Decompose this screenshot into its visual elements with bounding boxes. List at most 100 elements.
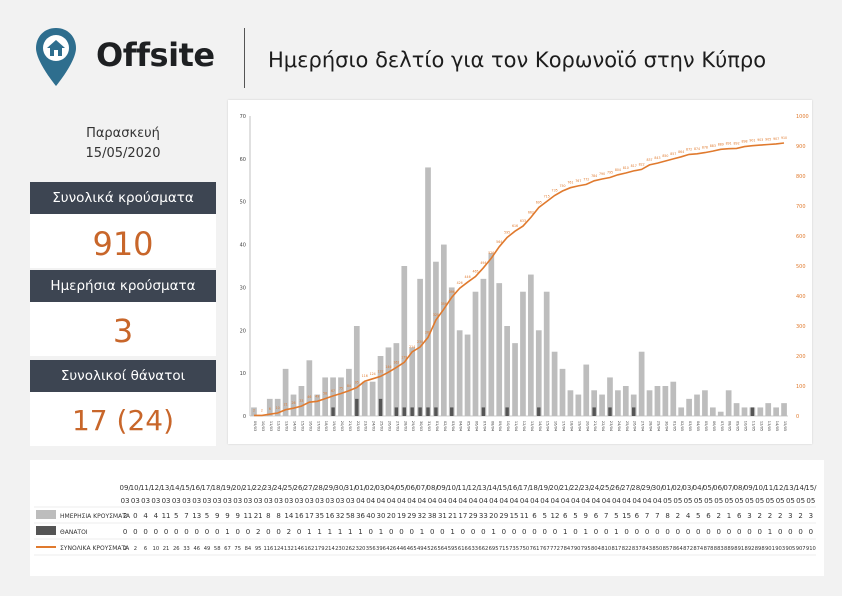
total-cases-data-label: 2 [261,408,263,412]
table-cell: 33 [183,546,190,552]
x-tick-label: 05/04 [467,421,471,432]
table-cell: 0 [686,528,690,536]
x-tick-label: 14/05 [775,421,779,431]
table-cell: 132 [284,546,294,552]
table-date-day: 12/ [775,484,787,492]
total-cases-data-label: 907 [773,137,779,141]
total-cases-data-label: 526 [488,251,494,255]
total-cases-data-label: 804 [615,168,621,172]
y-right-tick-label: 1000 [796,114,809,120]
table-date-day: 15/ [181,484,193,492]
daily-cases-bar [433,261,439,416]
daily-cases-bar [733,403,740,416]
total-cases-data-label: 817 [631,164,637,168]
table-cell: 146 [294,546,304,552]
table-date-day: 11/ [140,484,152,492]
daily-cases-bar [686,398,692,416]
daily-cases-bar [583,364,590,416]
table-date-month: 05 [745,497,754,505]
table-cell: 20 [387,512,396,520]
x-tick-label: 08/04 [490,421,494,432]
total-cases-data-label: 695 [536,201,542,205]
table-cell: 2 [676,512,680,520]
table-cell: 0 [276,528,280,536]
table-date-month: 04 [489,497,498,505]
total-cases-data-label: 633 [520,219,526,223]
total-cases-data-label: 795 [607,171,613,175]
chart-panel: 0 10 20 30 40 50 60 70 0 100 200 300 400 500 600 700 800… [228,100,812,444]
x-tick-label: 12/04 [522,421,526,432]
table-cell: 0 [604,528,608,536]
x-tick-label: 01/04 [435,421,439,432]
daily-cases-bar [322,377,329,416]
table-date-month: 04 [510,497,519,505]
table-cell: 29 [469,512,478,520]
table-date-day: 07/ [416,484,428,492]
total-cases-data-label: 124 [370,372,376,376]
table-cell: 38 [428,512,437,520]
brand-name: Offsite [96,36,215,74]
daily-cases-bar [377,356,384,416]
total-cases-data-label: 320 [433,313,439,317]
table-cell: 58 [214,546,221,552]
table-cell: 84 [245,546,252,552]
x-tick-label: 17/03 [316,421,320,431]
x-tick-label: 17/04 [562,421,566,432]
table-date-month: 05 [673,497,682,505]
table-cell: 116 [263,546,273,552]
table-date-day: 29/ [324,484,336,492]
table-cell: 0 [164,528,168,536]
table-cell: 910 [806,546,816,552]
total-cases-data-label: 564 [496,240,502,244]
table-cell: 2 [123,512,127,520]
x-tick-label: 08/05 [728,421,732,431]
report-day: Παρασκευή [86,126,160,141]
table-cell: 767 [540,546,550,552]
total-cases-value: 910 [30,214,216,268]
table-date-month: 05 [755,497,764,505]
table-cell: 8 [276,512,280,520]
table-cell: 0 [369,528,373,536]
x-tick-label: 14/03 [293,421,297,431]
daily-cases-bar [393,343,400,416]
table-cell: 0 [594,528,598,536]
table-cell: 0 [706,528,710,536]
table-date-day: 25/ [601,484,613,492]
table-cell: 0 [737,528,741,536]
x-tick-label: 06/05 [712,421,716,431]
daily-cases-bar [535,330,542,416]
table-cell: 1 [225,528,229,536]
table-cell: 903 [775,546,785,552]
cases-chart: 0102030405060700100200300400500600700800… [240,114,809,432]
y-left-tick-label: 10 [240,371,246,377]
table-cell: 1 [563,528,567,536]
daily-cases-bar [662,386,669,416]
table-cell: 715 [499,546,509,552]
table-cell: 0 [195,528,199,536]
table-date-month: 03 [131,497,140,505]
table-cell: 0 [133,512,137,520]
table-cell: 0 [717,528,721,536]
table-cell: 0 [461,528,465,536]
y-right-tick-label: 800 [796,174,806,180]
daily-cases-bar [654,386,661,416]
table-cell: 320 [356,546,366,552]
deaths-bar [537,407,541,416]
table-date-month: 04 [561,497,570,505]
table-date-day: 15/ [805,484,817,492]
table-date-day: 21/ [560,484,572,492]
deaths-bar [378,398,383,416]
total-cases-data-label: 10 [276,406,280,410]
daily-cases-bar [266,398,273,416]
table-date-day: 30/ [652,484,664,492]
deaths-bar [426,407,430,416]
x-tick-label: 12/05 [759,421,763,431]
total-cases-data-label: 446 [465,275,471,279]
table-date-day: 18/ [212,484,224,492]
table-cell: 1 [583,528,587,536]
table-cell: 0 [665,528,669,536]
table-date-day: 18/ [529,484,541,492]
x-tick-label: 27/03 [395,421,399,431]
x-tick-label: 23/03 [364,421,368,431]
x-tick-label: 26/03 [387,421,391,431]
